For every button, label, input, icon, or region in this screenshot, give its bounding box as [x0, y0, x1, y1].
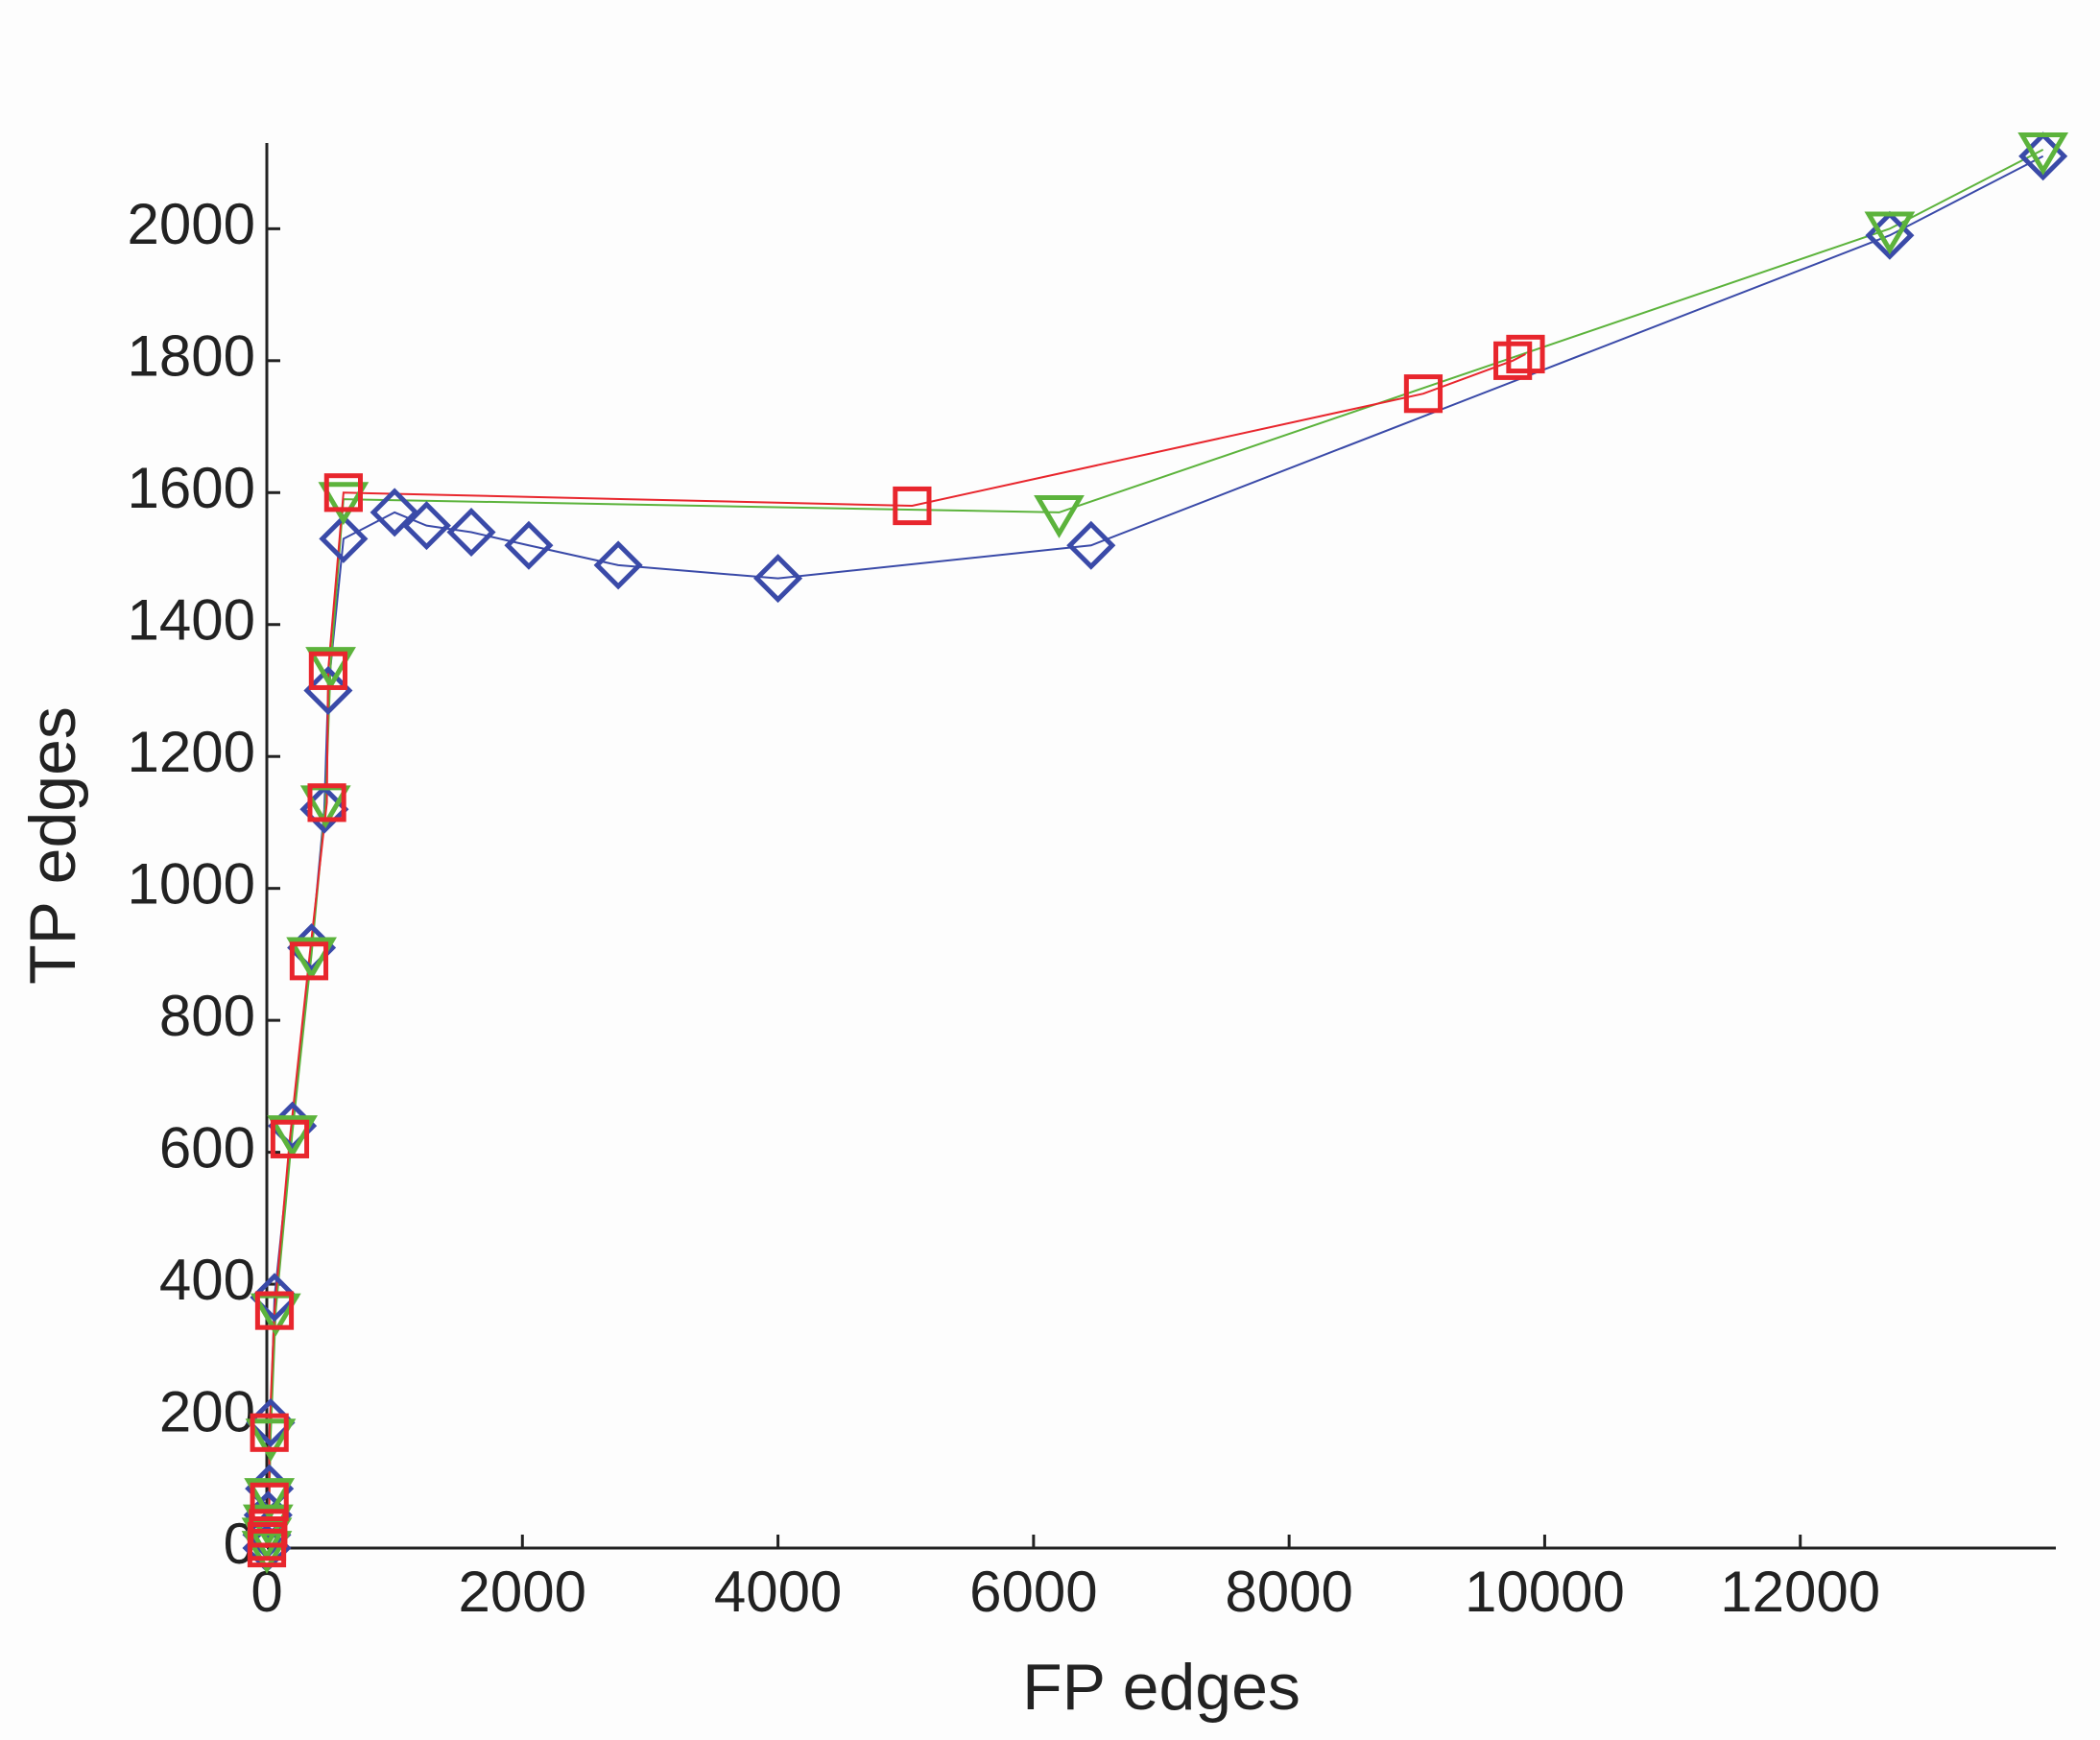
- marker-square: [1403, 374, 1444, 414]
- marker-square: [323, 473, 363, 512]
- marker-triangle-down: [267, 1115, 318, 1158]
- marker-square: [250, 1413, 289, 1452]
- marker-diamond: [370, 488, 419, 537]
- marker-square: [250, 1482, 289, 1521]
- marker-square: [1493, 341, 1533, 380]
- marker-triangle-down: [305, 647, 356, 690]
- marker-diamond: [446, 507, 496, 558]
- y-tick-label: 1200: [128, 720, 255, 784]
- y-tick-label: 1800: [128, 324, 255, 389]
- marker-diamond: [1066, 520, 1116, 570]
- marker-triangle-down: [244, 1478, 296, 1521]
- marker-diamond: [593, 540, 643, 590]
- series-line: [266, 155, 2044, 1548]
- marker-triangle-down: [1864, 211, 1916, 255]
- marker-square: [270, 1119, 310, 1158]
- x-tick-label: 12000: [1720, 1560, 1880, 1624]
- marker-square: [307, 783, 346, 822]
- marker-diamond: [319, 513, 369, 563]
- marker-square: [308, 651, 348, 690]
- y-tick-label: 400: [159, 1248, 255, 1312]
- y-tick-label: 2000: [128, 192, 255, 256]
- marker-square: [249, 1509, 288, 1548]
- marker-square: [1506, 334, 1545, 374]
- y-tick-label: 1400: [128, 588, 255, 653]
- y-tick-label: 1000: [128, 852, 255, 917]
- x-tick-label: 2000: [459, 1560, 586, 1624]
- marker-triangle-down: [245, 1418, 297, 1463]
- marker-diamond: [250, 1273, 299, 1323]
- y-axis-label: TP edges: [16, 706, 89, 985]
- y-tick-label: 1600: [128, 456, 255, 520]
- marker-diamond: [401, 501, 451, 551]
- marker-triangle-down: [2017, 131, 2069, 176]
- marker-square: [893, 486, 932, 526]
- x-tick-label: 4000: [714, 1560, 842, 1624]
- x-axis-label: FP edges: [1022, 1651, 1301, 1724]
- y-tick-label: 200: [159, 1379, 255, 1443]
- y-tick-label: 800: [159, 984, 255, 1048]
- x-tick-label: 10000: [1465, 1560, 1625, 1624]
- x-tick-label: 6000: [969, 1560, 1097, 1624]
- marker-triangle-down: [286, 937, 337, 981]
- marker-square: [254, 1291, 295, 1330]
- marker-diamond: [303, 665, 353, 716]
- marker-square: [289, 942, 329, 981]
- series-line: [266, 353, 1526, 1548]
- x-tick-label: 8000: [1225, 1560, 1352, 1624]
- series-line: [266, 148, 2044, 1548]
- marker-triangle-down: [1034, 495, 1085, 538]
- marker-diamond: [753, 554, 803, 604]
- y-tick-label: 600: [159, 1115, 255, 1180]
- marker-triangle-down: [318, 482, 370, 526]
- marker-diamond: [504, 520, 554, 570]
